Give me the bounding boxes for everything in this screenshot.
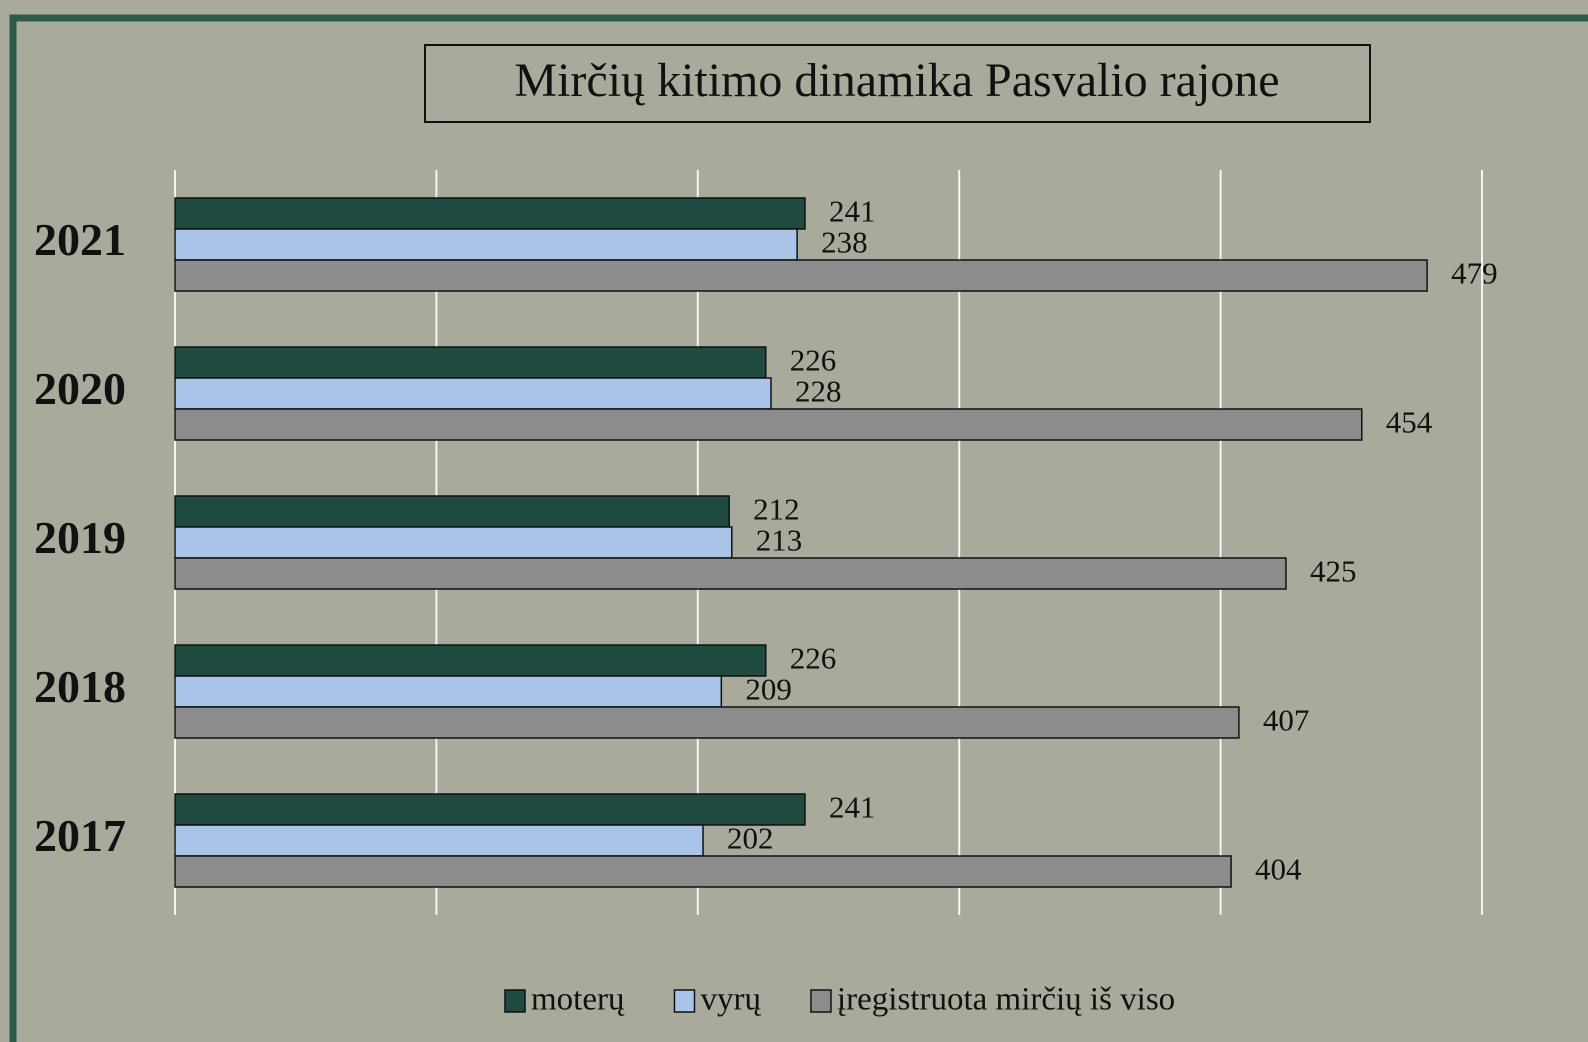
title-box — [424, 44, 1371, 123]
y-tick-label: 2020 — [34, 363, 126, 414]
legend-swatch — [504, 989, 526, 1013]
y-tick-label: 2017 — [34, 810, 126, 861]
value-label: 407 — [1263, 703, 1310, 738]
bar — [174, 706, 1240, 739]
bar — [174, 259, 1428, 292]
value-label: 479 — [1451, 256, 1498, 291]
bar — [174, 495, 730, 528]
legend-swatch — [810, 989, 832, 1013]
bar — [174, 644, 767, 677]
y-tick-label: 2018 — [34, 661, 126, 712]
value-label: 454 — [1386, 405, 1433, 440]
bar — [174, 377, 772, 410]
y-tick-label: 2019 — [34, 512, 126, 563]
bar — [174, 346, 767, 379]
value-label: 425 — [1310, 554, 1357, 589]
value-label: 228 — [795, 374, 842, 409]
bar — [174, 855, 1232, 888]
bar — [174, 197, 806, 230]
value-label: 213 — [756, 523, 803, 558]
value-label: 209 — [745, 672, 792, 707]
bar — [174, 228, 798, 261]
bar — [174, 793, 806, 826]
value-label: 238 — [821, 225, 868, 260]
value-label: 241 — [829, 194, 876, 229]
value-label: 226 — [790, 641, 837, 676]
chart-title: Mirčių kitimo dinamika Pasvalio rajone — [514, 54, 1279, 107]
frame — [9, 14, 1588, 1042]
legend-swatch — [673, 989, 696, 1013]
bar — [174, 526, 733, 559]
value-label: 202 — [727, 821, 774, 856]
bar — [174, 675, 723, 708]
value-label: 404 — [1255, 852, 1302, 887]
bar — [174, 824, 704, 857]
legend-label: moterų — [531, 982, 625, 1018]
y-tick-label: 2021 — [34, 214, 126, 265]
legend-label: įregistruota mirčių iš viso — [837, 982, 1175, 1018]
value-label: 212 — [753, 492, 800, 527]
bar — [174, 557, 1287, 590]
value-label: 241 — [829, 790, 876, 825]
value-label: 226 — [790, 343, 837, 378]
legend-label: vyrų — [700, 982, 761, 1018]
bar — [174, 408, 1363, 441]
